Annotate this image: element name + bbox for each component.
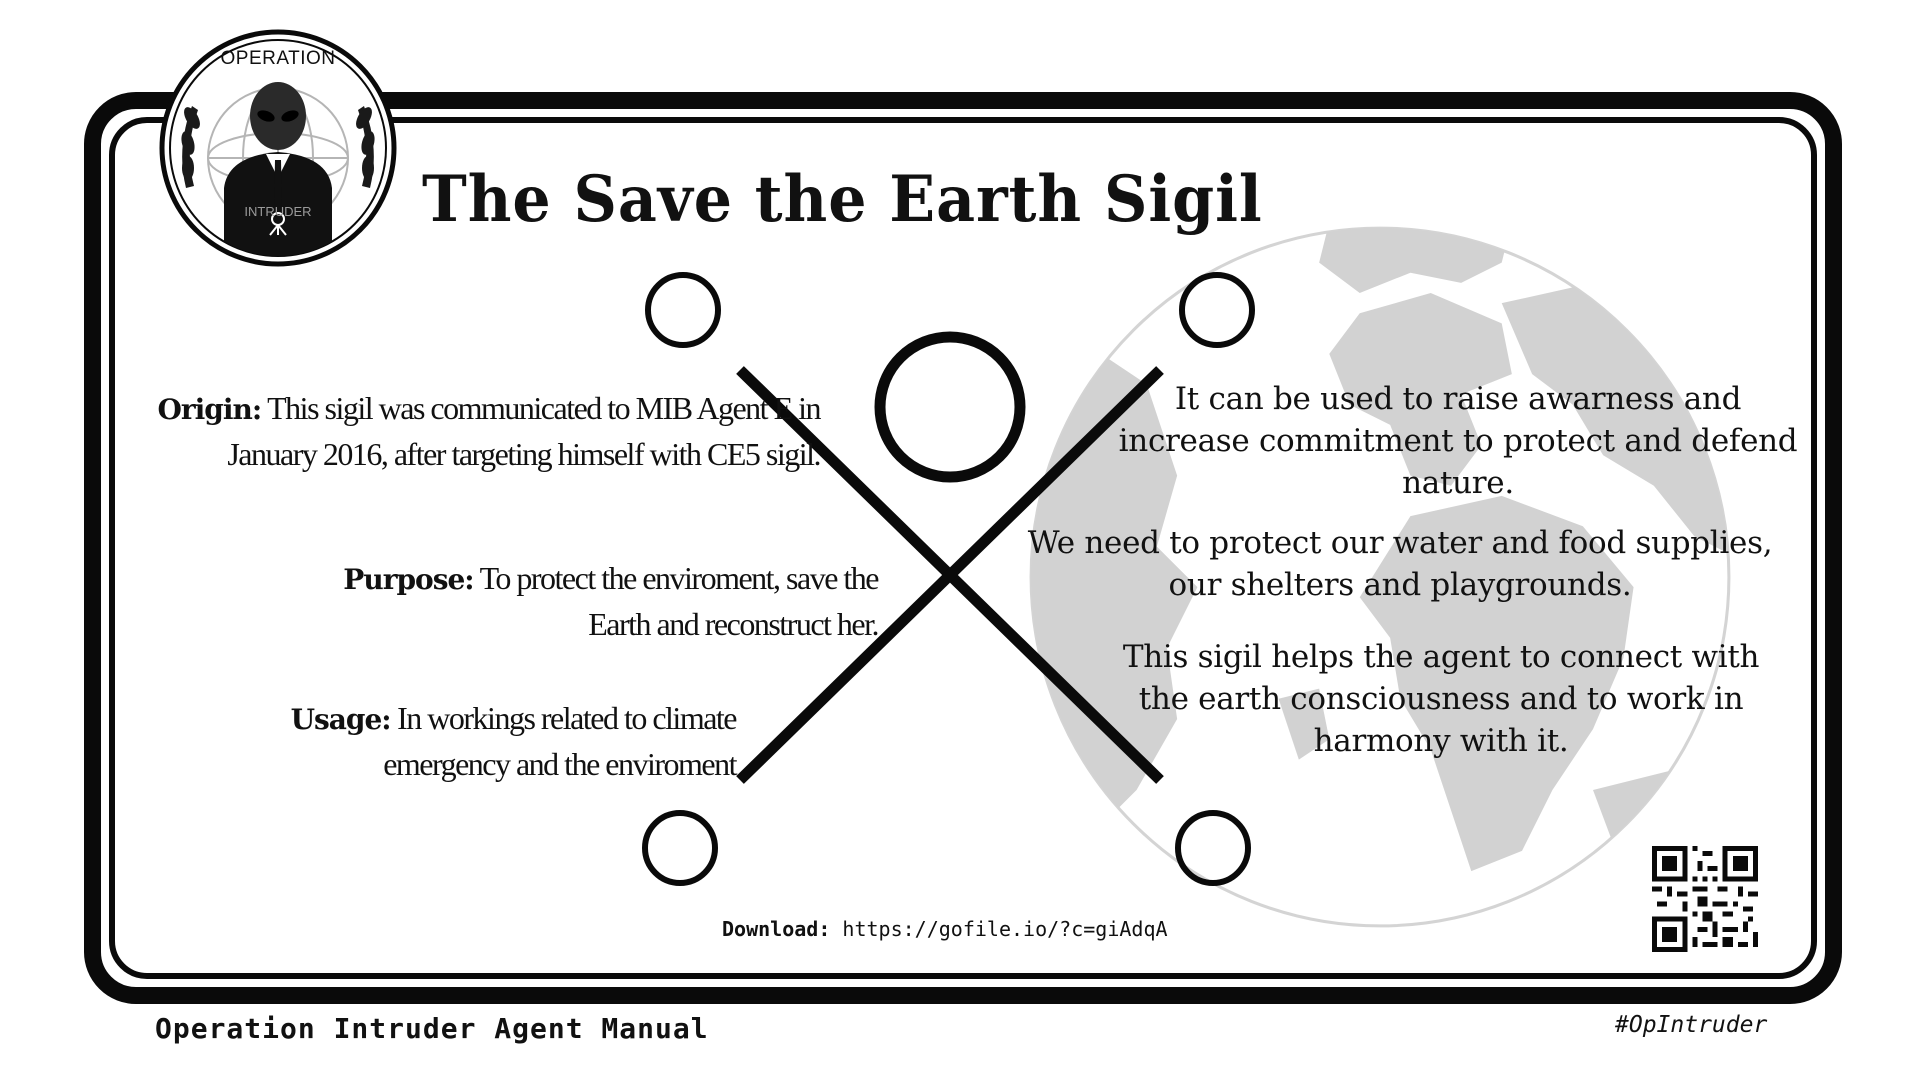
inner-frame — [109, 117, 1817, 979]
purpose-paragraph: Purpose: To protect the enviroment, save… — [282, 556, 880, 646]
emblem-bottom-text: INTRUDER — [244, 204, 312, 219]
hashtag: #OpIntruder — [1615, 1012, 1768, 1038]
purpose-text: To protect the enviroment, save the Eart… — [479, 560, 880, 642]
outer-frame — [84, 92, 1842, 1004]
purpose-label: Purpose: — [343, 563, 474, 596]
earth-globe-icon — [1029, 226, 1731, 928]
origin-label: Origin: — [157, 393, 263, 426]
download-link[interactable]: https://gofile.io/?c=giAdqA — [842, 917, 1168, 941]
qr-code-icon[interactable] — [1652, 846, 1758, 952]
download-label: Download: — [722, 917, 831, 941]
usage-text: In workings related to climate emergency… — [383, 700, 737, 782]
page-title: The Save the Earth Sigil — [422, 162, 1263, 237]
usage-paragraph: Usage: In workings related to climate em… — [196, 696, 738, 786]
usage-label: Usage: — [290, 703, 392, 736]
alien-agent-emblem-icon — [159, 29, 397, 267]
origin-text: This sigil was communicated to MIB Agent… — [227, 390, 821, 472]
connect-paragraph: This sigil helps the agent to connect wi… — [1122, 639, 1760, 759]
emblem-top-text: OPERATION — [220, 48, 336, 69]
origin-paragraph: Origin: This sigil was communicated to M… — [128, 386, 822, 476]
x-sigil-icon — [642, 272, 1255, 886]
download-line: Download: https://gofile.io/?c=giAdqA — [722, 917, 1168, 941]
awareness-paragraph: It can be used to raise awarness and inc… — [1118, 381, 1798, 501]
protect-paragraph: We need to protect our water and food su… — [1027, 525, 1773, 603]
manual-title: Operation Intruder Agent Manual — [155, 1012, 709, 1045]
